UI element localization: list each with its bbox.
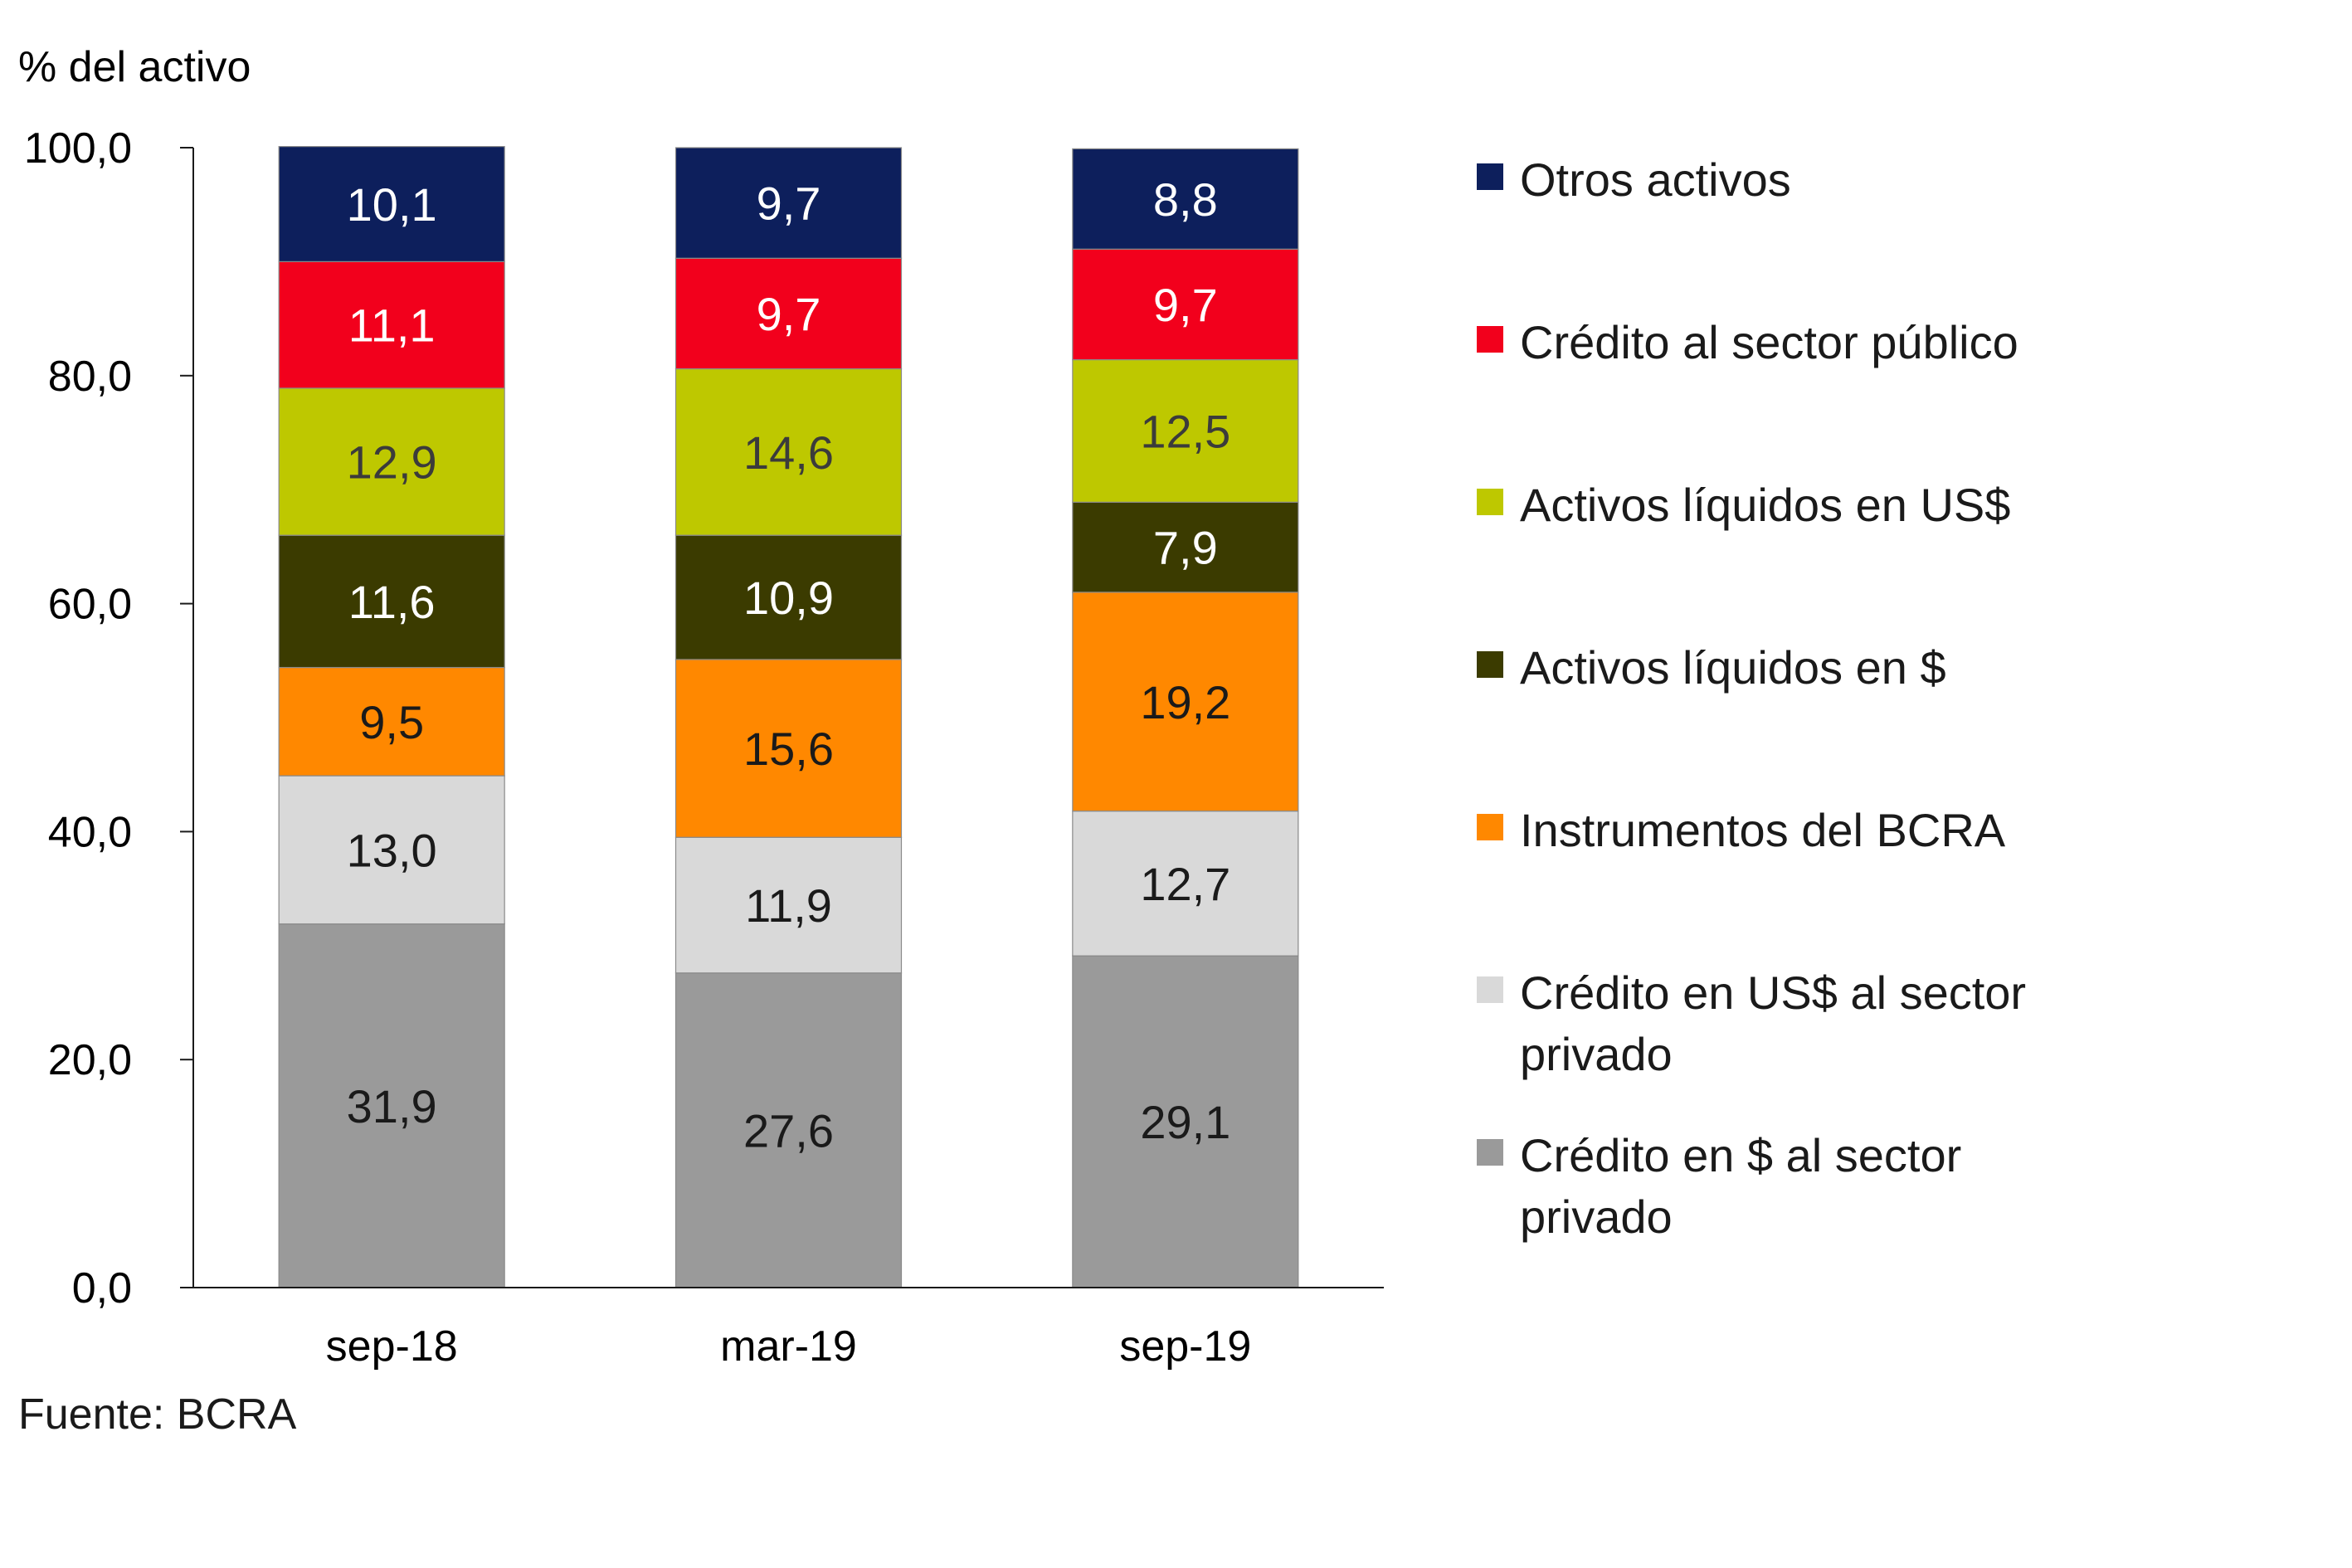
bar-segment <box>674 257 903 370</box>
legend-swatch <box>1477 814 1503 840</box>
legend-label: Crédito al sector público <box>1520 316 2018 368</box>
bar-value-label: 10,9 <box>743 572 834 624</box>
legend-label: Otros activos <box>1520 153 1791 206</box>
bar-segment <box>278 666 505 777</box>
legend-swatch <box>1477 326 1503 353</box>
y-tick-label: 60,0 <box>48 581 132 629</box>
legend-label: Instrumentos del BCRA <box>1520 804 2006 856</box>
legend-item: Otros activos <box>1477 149 2117 211</box>
bar-segment <box>674 368 903 536</box>
legend-item: Activos líquidos en $ <box>1477 637 2117 699</box>
bar-value-label: 8,8 <box>1153 173 1218 226</box>
bar-value-label: 12,7 <box>1140 858 1230 910</box>
bar-value-label: 13,0 <box>347 824 437 876</box>
legend-label: Activos líquidos en $ <box>1520 641 1946 694</box>
bar-value-label: 12,9 <box>347 436 437 489</box>
y-tick-label: 20,0 <box>48 1036 132 1084</box>
legend-item: Crédito al sector público <box>1477 312 2117 373</box>
legend-swatch <box>1477 651 1503 678</box>
x-axis-ticks: sep-18 mar-19 sep-19 <box>326 1322 1252 1371</box>
bar-value-label: 10,1 <box>347 178 437 231</box>
x-tick-label: sep-18 <box>326 1322 458 1371</box>
bar-segment <box>674 972 903 1288</box>
x-tick-label: sep-19 <box>1119 1322 1251 1371</box>
x-tick-label: mar-19 <box>720 1322 857 1371</box>
bar-segment <box>674 836 903 974</box>
source-note: Fuente: BCRA <box>18 1390 297 1439</box>
bar-value-label: 19,2 <box>1140 676 1230 728</box>
bar-segment <box>1072 811 1299 957</box>
legend-label: Activos líquidos en US$ <box>1520 479 2011 531</box>
bar-segment <box>1072 358 1299 503</box>
y-tick-label: 80,0 <box>48 353 132 401</box>
legend-item: Crédito en US$ al sector privado <box>1477 962 2117 1085</box>
y-tick-label: 40,0 <box>48 808 132 856</box>
bar-value-label: 31,9 <box>347 1080 437 1132</box>
bar-segment <box>278 261 505 389</box>
legend-label: Crédito en $ al sector privado <box>1520 1129 1962 1243</box>
bar-segment <box>1072 955 1299 1288</box>
bar-value-label: 14,6 <box>743 426 834 479</box>
bar-value-label: 9,5 <box>359 696 424 748</box>
legend-swatch <box>1477 163 1503 190</box>
bar-value-label: 11,1 <box>348 299 436 352</box>
y-axis-title: % del activo <box>18 43 251 91</box>
bar-segment <box>278 923 505 1288</box>
bar-value-label: 9,7 <box>757 288 821 340</box>
y-tick-label: 100,0 <box>24 124 132 173</box>
bar-value-label: 15,6 <box>743 723 834 775</box>
y-tick-label: 0,0 <box>72 1264 132 1312</box>
legend-item: Instrumentos del BCRA <box>1477 800 2117 861</box>
bar-segment <box>1072 248 1299 361</box>
legend-swatch <box>1477 976 1503 1003</box>
bar-value-label: 11,6 <box>348 576 436 628</box>
y-axis-ticks: 0,0 20,0 40,0 60,0 80,0 100,0 <box>24 124 193 1312</box>
legend-item: Activos líquidos en US$ <box>1477 475 2117 536</box>
bar-value-label: 7,9 <box>1153 522 1218 574</box>
bar-value-label: 29,1 <box>1140 1096 1230 1148</box>
bar-segment <box>674 659 903 838</box>
bar-value-label: 9,7 <box>1153 279 1218 331</box>
bar-segment <box>278 146 505 263</box>
bar-segment <box>278 387 505 536</box>
legend-swatch <box>1477 1139 1503 1166</box>
bar-value-label: 12,5 <box>1140 405 1230 457</box>
legend-label: Crédito en US$ al sector privado <box>1520 967 2027 1080</box>
bar-value-label: 27,6 <box>743 1104 834 1157</box>
legend-item: Crédito en $ al sector privado <box>1477 1125 2117 1248</box>
bar-segment <box>1072 592 1299 812</box>
bars: 31,9 13,0 9,5 11,6 12,9 11,1 10,1 27,6 11,9 15,6 1… <box>278 146 1299 1288</box>
bar-segment <box>674 147 903 259</box>
bar-segment <box>674 534 903 660</box>
legend-swatch <box>1477 489 1503 515</box>
bar-segment <box>278 775 505 925</box>
bar-value-label: 11,9 <box>745 879 832 932</box>
bar-value-label: 9,7 <box>757 178 821 230</box>
bar-segment <box>1072 148 1299 250</box>
